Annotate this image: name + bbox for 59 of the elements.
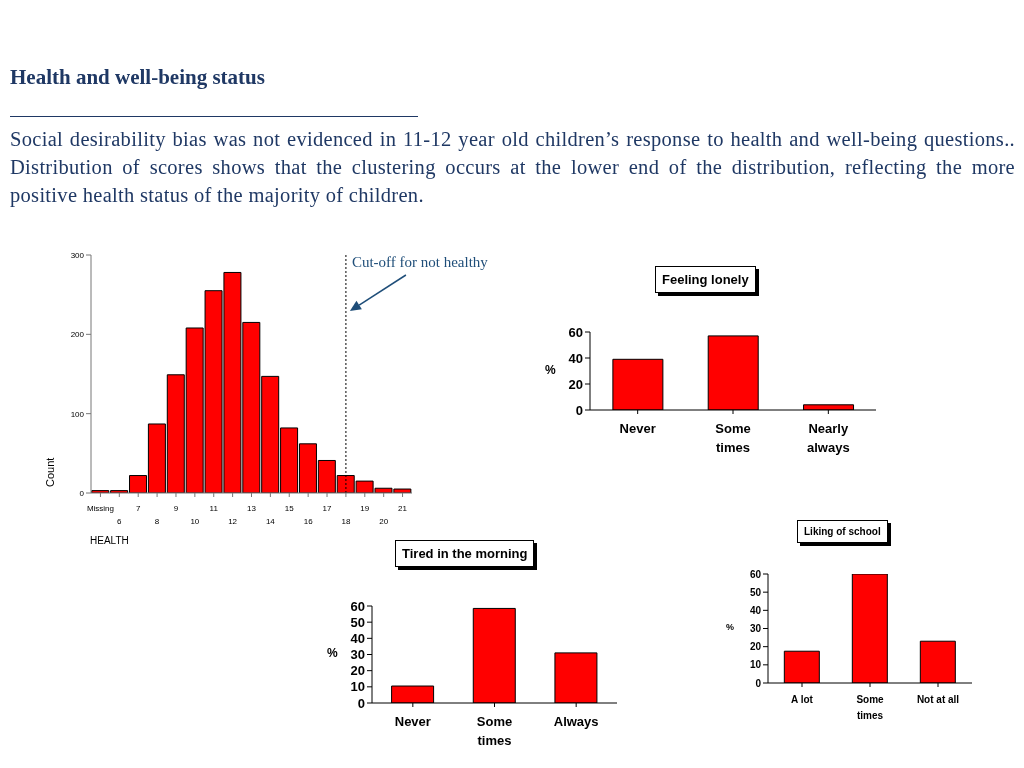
y-tick-label: 10: [749, 659, 762, 671]
y-tick-label: 40: [350, 630, 365, 646]
y-tick-label: 30: [749, 623, 762, 635]
x-tick-label: Some times: [715, 421, 751, 455]
x-tick-label: 12: [228, 517, 238, 526]
ref-line-label: Cut-off for not healthy: [351, 254, 489, 270]
x-tick-label: 14: [265, 517, 276, 526]
x-tick-label: 7: [135, 504, 141, 513]
x-tick-label: 17: [322, 504, 333, 513]
x-tick-label: 6: [117, 517, 123, 526]
x-axis-title: HEALTH: [90, 535, 129, 546]
y-tick-label: 50: [350, 614, 365, 630]
y-axis-title: %: [545, 362, 556, 377]
x-tick-label: Never: [394, 714, 431, 729]
y-tick-label: 60: [568, 324, 583, 340]
y-tick-label: 10: [350, 679, 365, 695]
y-tick-label: 40: [749, 604, 762, 616]
x-tick-label: Missing: [86, 504, 114, 513]
y-tick-label: 60: [350, 598, 365, 614]
y-tick-label: 20: [749, 641, 762, 653]
y-tick-label: 0: [575, 402, 583, 418]
chart-title: Feeling lonely: [655, 266, 756, 293]
x-tick-label: Not at all: [916, 694, 960, 705]
x-tick-label: 19: [360, 504, 370, 513]
y-tick-label: 0: [79, 488, 85, 498]
x-tick-label: 13: [247, 504, 257, 513]
x-tick-label: Always: [553, 714, 599, 729]
y-axis-title: %: [726, 621, 735, 632]
chart-title: Tired in the morning: [395, 540, 535, 567]
y-tick-label: 60: [749, 568, 762, 580]
x-tick-label: 9: [173, 504, 179, 513]
x-tick-label: A lot: [791, 694, 814, 705]
x-tick-label: Nearly always: [807, 421, 850, 455]
y-tick-label: 200: [70, 330, 85, 340]
y-axis-title: %: [327, 646, 338, 660]
x-tick-label: 18: [341, 517, 351, 526]
y-tick-label: 300: [70, 250, 85, 260]
x-tick-label: 21: [398, 504, 408, 513]
x-tick-label: 11: [209, 504, 219, 513]
chart-title: Liking of school: [797, 520, 888, 543]
x-tick-label: 20: [379, 517, 389, 526]
x-tick-label: 10: [190, 517, 200, 526]
y-axis-title: Count: [44, 457, 56, 487]
x-tick-label: Some times: [476, 714, 513, 748]
y-tick-label: 20: [350, 663, 365, 679]
x-tick-label: 15: [284, 504, 295, 513]
x-tick-label: Never: [619, 421, 656, 436]
x-tick-label: Some times: [856, 694, 885, 721]
x-tick-label: 8: [154, 517, 160, 526]
y-tick-label: 0: [357, 695, 365, 711]
y-tick-label: 100: [70, 409, 85, 419]
text: Health and well-being status: [10, 65, 266, 90]
y-tick-label: 50: [749, 586, 762, 598]
y-tick-label: 20: [568, 376, 583, 392]
y-tick-label: 30: [350, 647, 365, 663]
text: Social desirability bias was not evidenced in 11-12 year old children’s response to health and well-being questions.. Distribution of scores shows that the clustering occurs at the lower end of the distribution, reflecting the more positive health status of the majority of children.: [10, 127, 1015, 209]
x-tick-label: 16: [303, 517, 314, 526]
y-tick-label: 40: [568, 350, 583, 366]
y-tick-label: 0: [755, 677, 762, 689]
